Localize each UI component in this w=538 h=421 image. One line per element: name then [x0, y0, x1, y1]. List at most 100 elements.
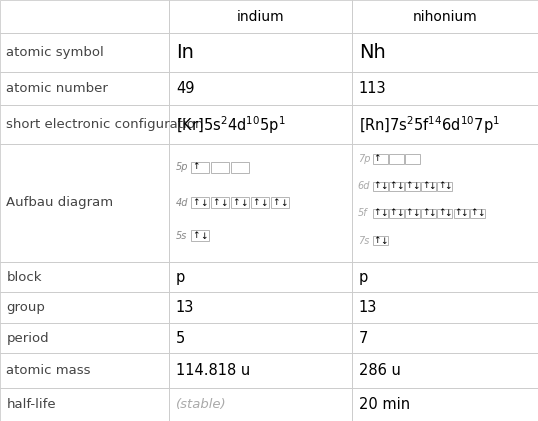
Bar — [169, 323, 352, 354]
Bar — [352, 0, 538, 33]
Bar — [373, 181, 388, 191]
Bar — [373, 236, 388, 245]
Text: ↑: ↑ — [373, 154, 381, 163]
Bar — [389, 181, 404, 191]
Text: half-life: half-life — [6, 398, 56, 411]
Text: indium: indium — [237, 10, 285, 24]
Bar — [191, 230, 209, 241]
Bar — [0, 323, 169, 354]
Bar — [352, 323, 538, 354]
Text: ↓: ↓ — [396, 182, 404, 191]
Bar — [352, 106, 538, 144]
Text: [Rn]7s$^2$5f$^{14}$6d$^{10}$7p$^1$: [Rn]7s$^2$5f$^{14}$6d$^{10}$7p$^1$ — [359, 114, 500, 136]
Bar — [0, 388, 169, 421]
Bar — [352, 293, 538, 323]
Text: 7s: 7s — [358, 236, 369, 245]
Text: ↑: ↑ — [373, 236, 381, 245]
Text: ↓: ↓ — [240, 199, 247, 208]
Text: ↓: ↓ — [201, 232, 208, 241]
Text: 20 min: 20 min — [359, 397, 410, 412]
Bar — [169, 293, 352, 323]
Bar — [169, 354, 352, 388]
Text: 5s: 5s — [176, 231, 187, 241]
Text: 113: 113 — [359, 81, 386, 96]
Text: ↑: ↑ — [422, 208, 429, 218]
Text: 6d: 6d — [358, 181, 370, 192]
Bar — [169, 144, 352, 262]
Bar — [373, 155, 388, 164]
Bar — [0, 293, 169, 323]
Bar — [421, 181, 436, 191]
Text: 286 u: 286 u — [359, 363, 401, 378]
Bar — [169, 388, 352, 421]
Bar — [0, 262, 169, 293]
Text: ↓: ↓ — [444, 210, 452, 218]
Text: ↑: ↑ — [390, 208, 397, 218]
Text: 5f: 5f — [358, 208, 367, 218]
Bar — [191, 197, 209, 208]
Text: ↓: ↓ — [260, 199, 267, 208]
Text: ↑: ↑ — [422, 181, 429, 190]
Text: ↑: ↑ — [373, 181, 381, 190]
Text: ↓: ↓ — [280, 199, 287, 208]
Bar — [437, 209, 452, 218]
Text: ↑: ↑ — [454, 208, 462, 218]
Text: ↓: ↓ — [396, 210, 404, 218]
Text: ↓: ↓ — [221, 199, 228, 208]
Text: 13: 13 — [176, 300, 194, 315]
Text: short electronic configuration: short electronic configuration — [6, 118, 204, 131]
Text: group: group — [6, 301, 45, 314]
Bar — [352, 144, 538, 262]
Text: ↓: ↓ — [461, 210, 468, 218]
Bar — [0, 72, 169, 106]
Bar — [231, 162, 249, 173]
Text: Aufbau diagram: Aufbau diagram — [6, 196, 114, 209]
Text: p: p — [359, 269, 368, 285]
Text: 114.818 u: 114.818 u — [176, 363, 250, 378]
Bar — [405, 155, 420, 164]
Text: 5: 5 — [176, 330, 185, 346]
Bar — [0, 144, 169, 262]
Text: ↑: ↑ — [213, 198, 220, 207]
Bar — [454, 209, 469, 218]
Text: (stable): (stable) — [176, 398, 226, 411]
Text: ↓: ↓ — [412, 210, 420, 218]
Text: ↓: ↓ — [428, 182, 436, 191]
Bar — [211, 197, 229, 208]
Text: 13: 13 — [359, 300, 377, 315]
Bar — [405, 181, 420, 191]
Bar — [271, 197, 289, 208]
Text: Nh: Nh — [359, 43, 386, 62]
Text: ↑: ↑ — [406, 181, 413, 190]
Text: ↓: ↓ — [380, 182, 387, 191]
Bar — [0, 106, 169, 144]
Text: 5p: 5p — [176, 163, 188, 173]
Text: ↑: ↑ — [232, 198, 239, 207]
Text: ↑: ↑ — [193, 231, 200, 240]
Text: 7p: 7p — [358, 154, 370, 164]
Text: nihonium: nihonium — [413, 10, 478, 24]
Bar — [169, 106, 352, 144]
Text: 7: 7 — [359, 330, 368, 346]
Bar — [169, 33, 352, 72]
Text: 4d: 4d — [176, 198, 188, 208]
Bar — [373, 209, 388, 218]
Bar — [470, 209, 485, 218]
Text: ↑: ↑ — [470, 208, 478, 218]
Bar — [211, 162, 229, 173]
Text: ↓: ↓ — [444, 182, 452, 191]
Text: ↓: ↓ — [412, 182, 420, 191]
Text: ↑: ↑ — [193, 163, 200, 171]
Text: ↓: ↓ — [477, 210, 484, 218]
Bar — [191, 162, 209, 173]
Text: 49: 49 — [176, 81, 194, 96]
Text: ↓: ↓ — [428, 210, 436, 218]
Bar — [389, 209, 404, 218]
Text: ↑: ↑ — [193, 198, 200, 207]
Text: ↑: ↑ — [406, 208, 413, 218]
Bar — [437, 181, 452, 191]
Bar — [352, 262, 538, 293]
Text: ↑: ↑ — [438, 181, 445, 190]
Text: p: p — [176, 269, 185, 285]
Bar — [0, 354, 169, 388]
